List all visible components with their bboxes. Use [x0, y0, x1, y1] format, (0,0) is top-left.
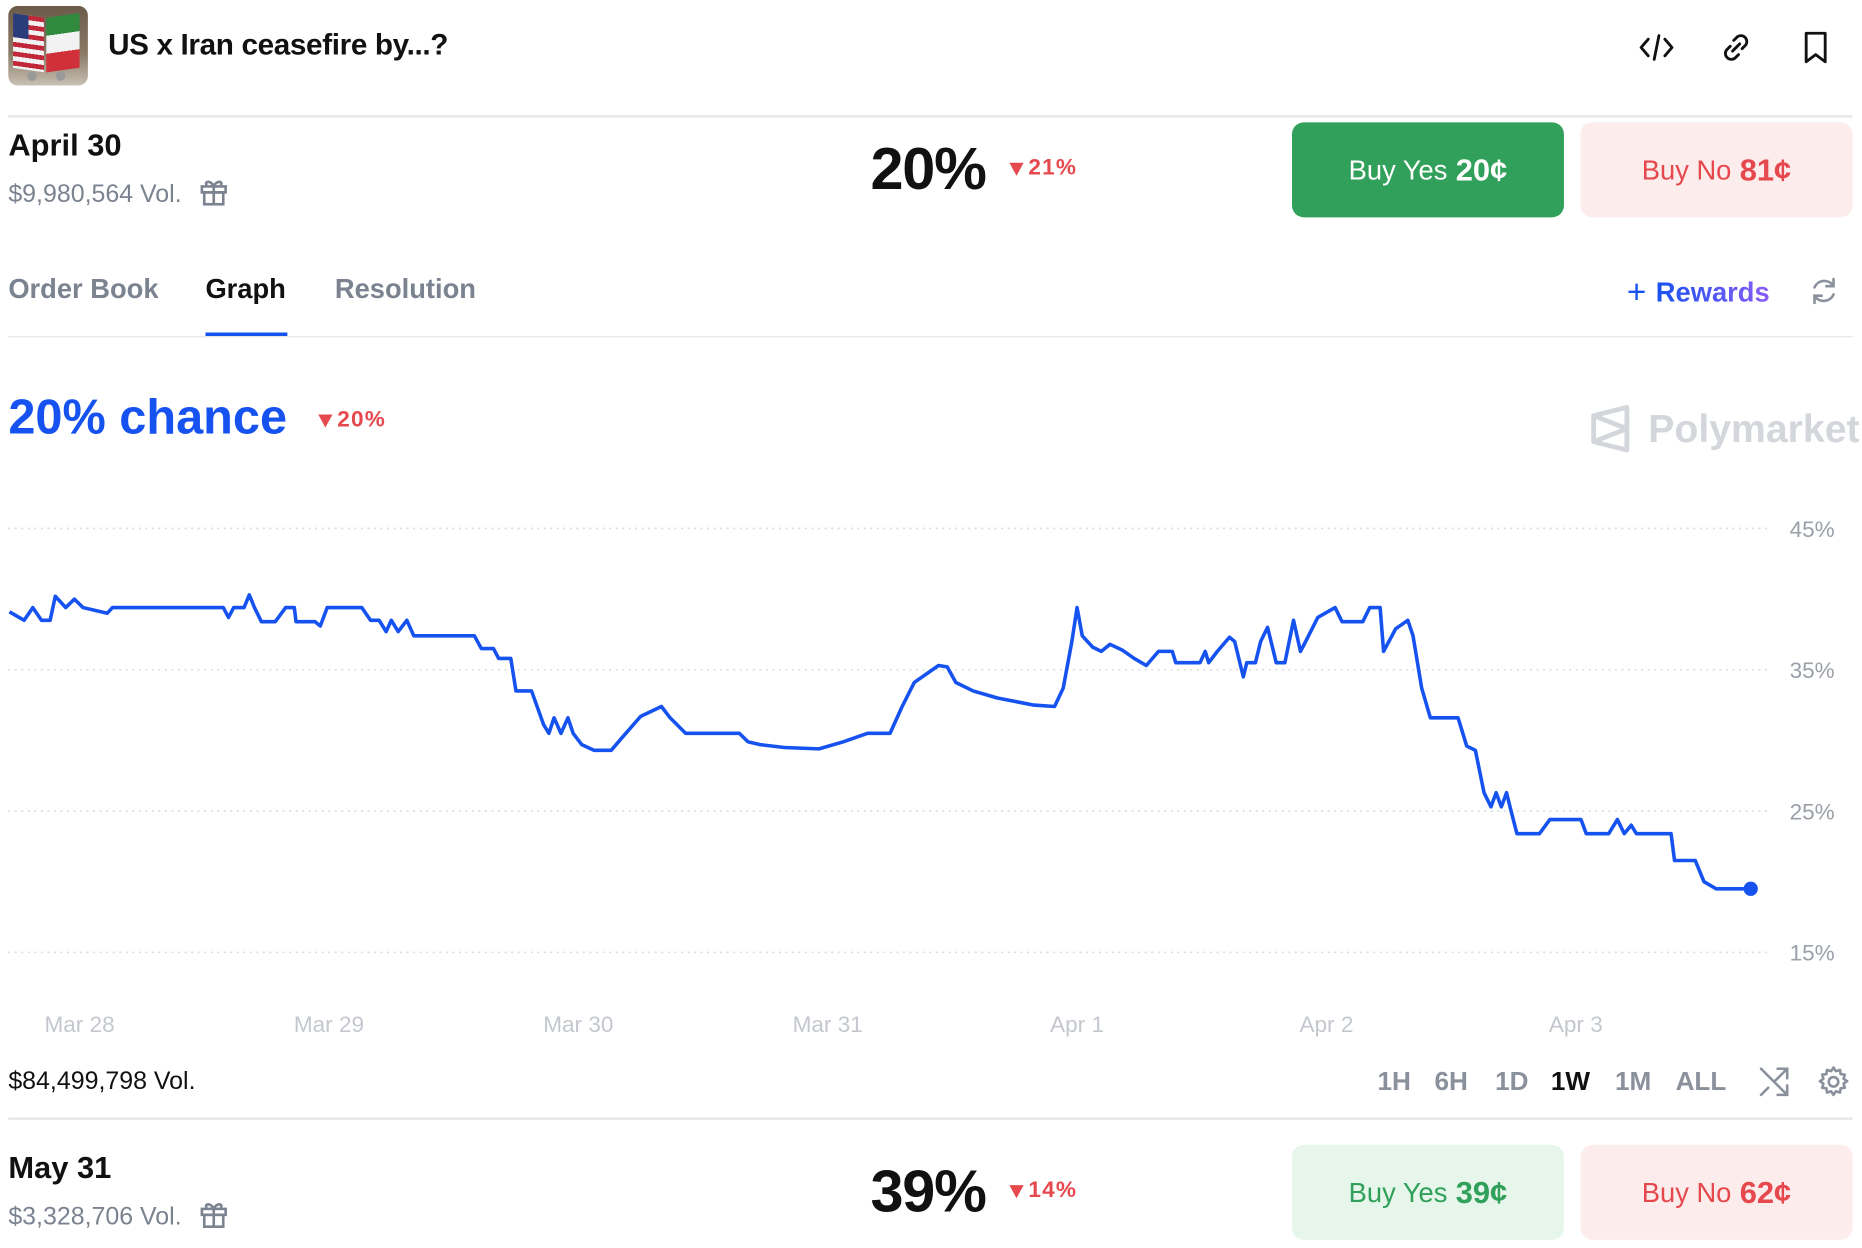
- x-tick-label: Apr 3: [1549, 1012, 1603, 1037]
- y-tick-label: 35%: [1790, 658, 1835, 683]
- range-1h[interactable]: 1H: [1377, 1066, 1411, 1097]
- y-tick-label: 25%: [1790, 799, 1835, 824]
- buy-yes-button[interactable]: Buy Yes 39¢: [1292, 1144, 1564, 1240]
- us-flag: [13, 13, 44, 73]
- x-tick-label: Mar 28: [44, 1012, 114, 1037]
- x-tick-label: Apr 2: [1299, 1012, 1353, 1037]
- down-arrow-icon: [318, 413, 333, 427]
- range-1w[interactable]: 1W: [1550, 1066, 1591, 1097]
- market-probability: 39%: [870, 1157, 986, 1225]
- y-tick-label: 15%: [1790, 941, 1835, 966]
- market-title: US x Iran ceasefire by...?: [108, 28, 449, 62]
- shuffle-icon[interactable]: [1758, 1065, 1791, 1104]
- refresh-icon[interactable]: [1809, 276, 1840, 313]
- active-tab-indicator: [205, 332, 288, 337]
- gift-icon[interactable]: [198, 1198, 229, 1236]
- range-all[interactable]: ALL: [1675, 1066, 1727, 1097]
- down-arrow-icon: [1009, 1184, 1024, 1198]
- settings-gear-icon[interactable]: [1817, 1065, 1850, 1104]
- divider: [8, 1117, 1853, 1120]
- x-tick-label: Mar 29: [294, 1012, 364, 1037]
- market-probability: 20%: [870, 135, 986, 202]
- polymarket-watermark: Polymarket: [1589, 404, 1860, 454]
- market-date: May 31: [8, 1149, 112, 1186]
- tab-order-book[interactable]: Order Book: [8, 273, 159, 304]
- series-line: [8, 593, 1751, 891]
- divider: [8, 336, 1853, 338]
- iran-flag: [46, 13, 80, 73]
- code-icon[interactable]: [1635, 26, 1678, 69]
- chance-value: 20% chance: [8, 389, 288, 445]
- buy-no-button[interactable]: Buy No 62¢: [1580, 1144, 1853, 1240]
- link-icon[interactable]: [1715, 26, 1758, 69]
- polymarket-logo-icon: [1591, 404, 1630, 453]
- current-value-point: [1743, 881, 1758, 896]
- market-image: [8, 5, 88, 86]
- buy-no-button[interactable]: Buy No 81¢: [1580, 122, 1853, 218]
- probability-change: 14%: [1009, 1178, 1077, 1204]
- range-6h[interactable]: 6H: [1434, 1066, 1468, 1097]
- range-1m[interactable]: 1M: [1615, 1066, 1652, 1097]
- market-volume: $3,328,706 Vol.: [8, 1202, 182, 1231]
- price-chart[interactable]: 15% 25% 35% 45% Mar 28 Mar 29 Mar 30 Mar 31 Apr …: [0, 475, 1862, 1045]
- range-1d[interactable]: 1D: [1495, 1066, 1529, 1097]
- plus-icon: +: [1626, 273, 1647, 310]
- y-tick-label: 45%: [1790, 517, 1835, 542]
- rewards-button[interactable]: + Rewards: [1626, 273, 1770, 310]
- market-date: April 30: [8, 127, 122, 163]
- down-arrow-icon: [1009, 162, 1024, 176]
- market-volume: $9,980,564 Vol.: [8, 180, 182, 208]
- divider: [8, 115, 1853, 118]
- probability-change: 21%: [1009, 156, 1077, 182]
- gift-icon[interactable]: [198, 176, 229, 214]
- total-volume: $84,499,798 Vol.: [8, 1067, 196, 1095]
- bookmark-icon[interactable]: [1794, 26, 1837, 69]
- tab-graph[interactable]: Graph: [205, 273, 286, 304]
- x-tick-label: Apr 1: [1050, 1012, 1104, 1037]
- x-tick-label: Mar 30: [543, 1012, 613, 1037]
- buy-yes-button[interactable]: Buy Yes 20¢: [1292, 122, 1564, 218]
- tab-resolution[interactable]: Resolution: [334, 273, 477, 304]
- x-tick-label: Mar 31: [793, 1012, 863, 1037]
- chance-change: 20%: [318, 407, 386, 433]
